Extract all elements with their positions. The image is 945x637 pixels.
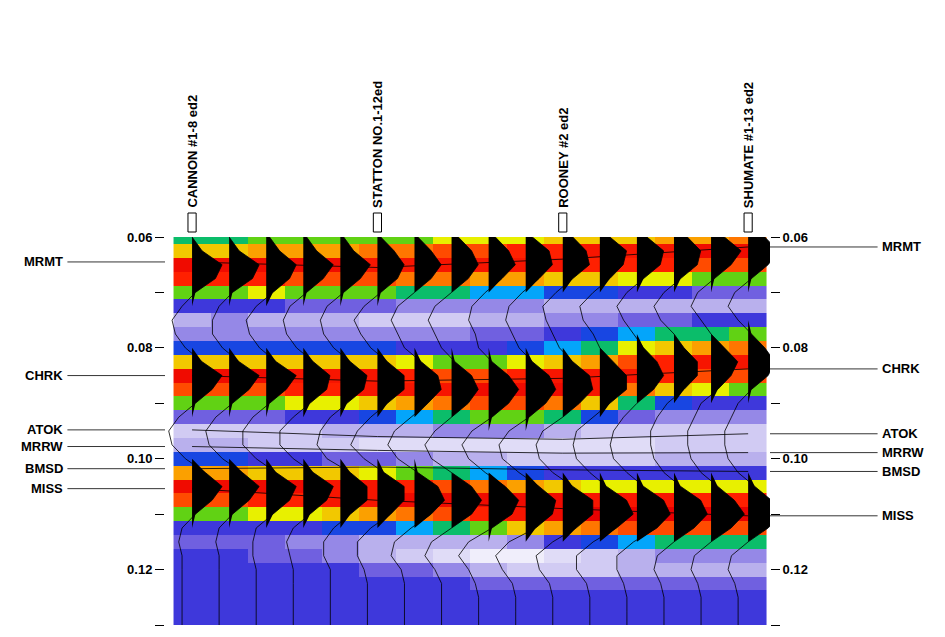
- svg-text:0.06: 0.06: [127, 230, 152, 245]
- svg-text:MISS: MISS: [882, 508, 914, 523]
- svg-text:CHRK: CHRK: [882, 361, 920, 376]
- svg-text:0.10: 0.10: [783, 451, 808, 466]
- svg-text:CHRK: CHRK: [25, 368, 63, 383]
- svg-text:BMSD: BMSD: [25, 461, 63, 476]
- svg-text:ATOK: ATOK: [882, 426, 918, 441]
- svg-text:0.06: 0.06: [783, 230, 808, 245]
- svg-text:CANNON #1-8 ed2: CANNON #1-8 ed2: [185, 95, 200, 208]
- svg-text:BMSD: BMSD: [882, 464, 920, 479]
- svg-text:ATOK: ATOK: [27, 422, 63, 437]
- svg-text:0.08: 0.08: [127, 340, 152, 355]
- svg-text:0.12: 0.12: [783, 562, 808, 577]
- svg-text:0.10: 0.10: [127, 451, 152, 466]
- svg-text:MRRW: MRRW: [882, 445, 924, 460]
- svg-text:MRMT: MRMT: [24, 254, 63, 269]
- svg-text:STATTON NO.1-12ed: STATTON NO.1-12ed: [370, 81, 385, 208]
- svg-text:MRRW: MRRW: [21, 439, 63, 454]
- svg-text:MRMT: MRMT: [882, 239, 921, 254]
- svg-text:0.12: 0.12: [127, 562, 152, 577]
- svg-text:ROONEY #2 ed2: ROONEY #2 ed2: [556, 108, 571, 208]
- svg-text:SHUMATE #1-13 ed2: SHUMATE #1-13 ed2: [741, 82, 756, 208]
- svg-text:0.08: 0.08: [783, 340, 808, 355]
- svg-text:MISS: MISS: [31, 481, 63, 496]
